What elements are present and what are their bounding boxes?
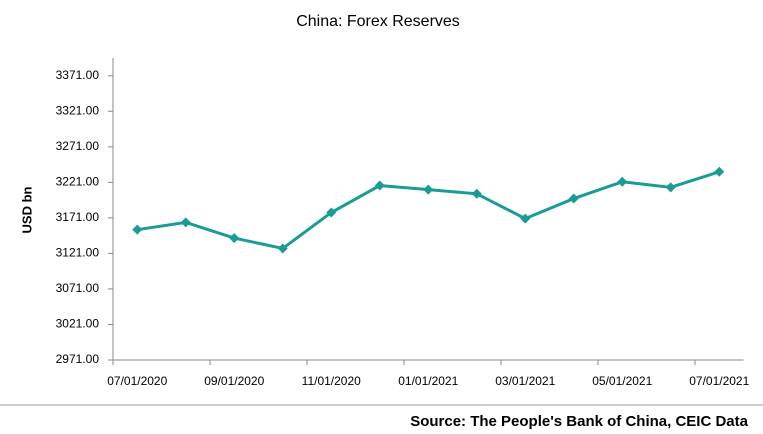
y-axis-label: USD bn bbox=[19, 186, 34, 233]
x-tick-label: 07/01/2020 bbox=[107, 374, 167, 388]
data-point bbox=[277, 243, 288, 254]
y-tick-label: 3171.00 bbox=[56, 210, 100, 224]
data-point bbox=[180, 217, 191, 228]
data-point bbox=[423, 184, 434, 195]
x-tick-label: 07/01/2021 bbox=[689, 374, 749, 388]
y-tick-label: 3221.00 bbox=[56, 175, 100, 189]
data-point bbox=[665, 182, 676, 193]
data-point bbox=[374, 180, 385, 191]
data-point bbox=[520, 213, 531, 224]
data-point bbox=[714, 166, 725, 177]
y-tick-label: 3121.00 bbox=[56, 246, 100, 260]
y-tick-label: 3021.00 bbox=[56, 317, 100, 331]
data-point bbox=[132, 224, 143, 235]
x-tick-label: 01/01/2021 bbox=[398, 374, 458, 388]
y-tick-label: 2971.00 bbox=[56, 352, 100, 366]
data-point bbox=[568, 193, 579, 204]
y-tick-label: 3371.00 bbox=[56, 68, 100, 82]
y-tick-label: 3321.00 bbox=[56, 103, 100, 117]
x-tick-label: 09/01/2020 bbox=[204, 374, 264, 388]
data-point bbox=[617, 176, 628, 187]
x-tick-label: 03/01/2021 bbox=[495, 374, 555, 388]
chart-title: China: Forex Reserves bbox=[296, 13, 460, 30]
source-note: Source: The People's Bank of China, CEIC… bbox=[410, 413, 748, 430]
x-tick-label: 11/01/2020 bbox=[302, 374, 361, 388]
data-point bbox=[326, 207, 337, 218]
data-point bbox=[471, 188, 482, 199]
series-line bbox=[137, 170, 720, 251]
x-tick-label: 05/01/2021 bbox=[592, 374, 652, 388]
data-point bbox=[229, 233, 240, 244]
y-tick-label: 3271.00 bbox=[56, 139, 100, 153]
y-tick-label: 3071.00 bbox=[56, 281, 100, 295]
